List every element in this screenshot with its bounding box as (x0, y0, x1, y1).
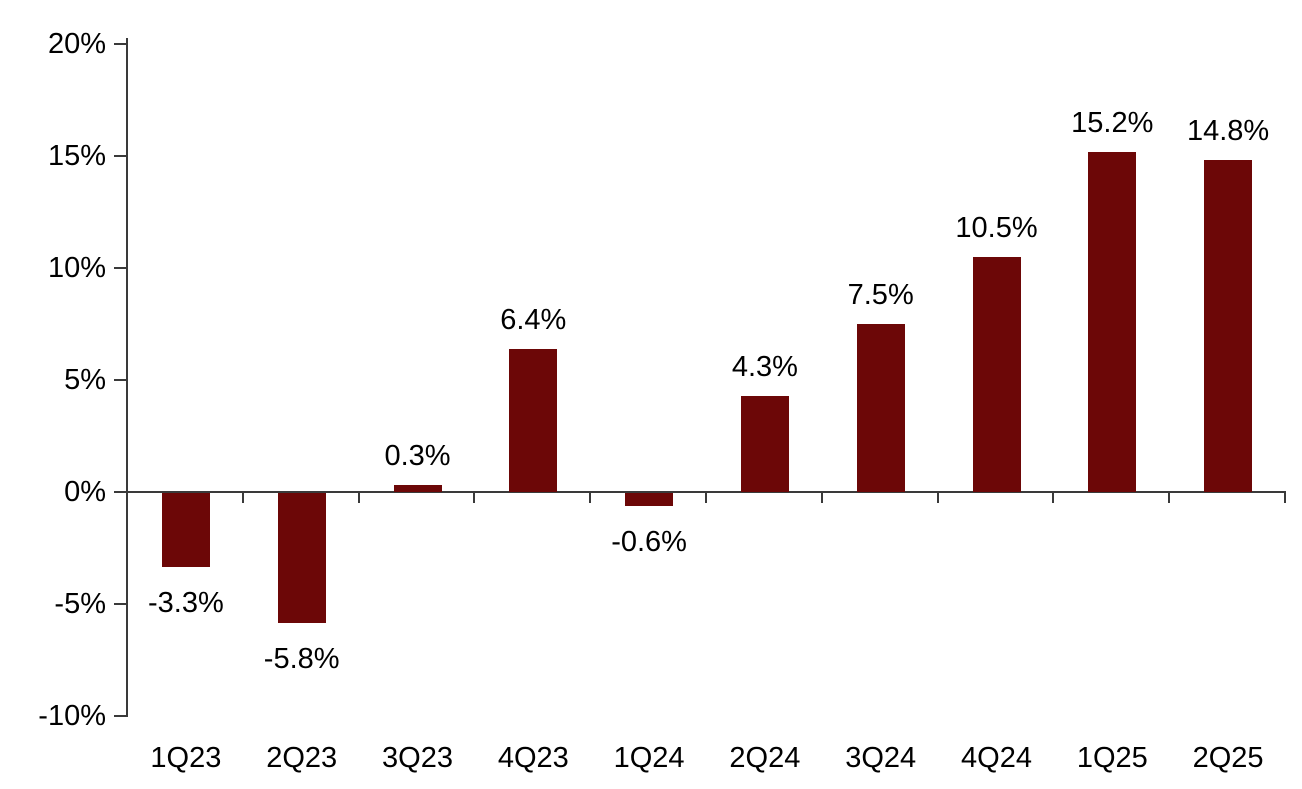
x-axis-label: 1Q25 (1076, 742, 1148, 774)
y-axis-tick (114, 155, 126, 157)
y-axis-tick (114, 715, 126, 717)
bar-3Q24 (856, 324, 905, 492)
y-axis-tick-label: -10% (38, 700, 106, 732)
bar-value-label: -0.6% (611, 526, 687, 559)
bar-value-label: 6.4% (500, 303, 567, 336)
bar-2Q24 (740, 395, 789, 492)
y-axis-tick-label: 0% (64, 476, 106, 508)
x-axis-label: 2Q25 (1192, 742, 1264, 774)
bar-2Q25 (1204, 160, 1253, 492)
bar-value-label: -3.3% (148, 586, 224, 619)
x-axis-tick (1284, 493, 1286, 503)
x-axis-tick (1168, 493, 1171, 503)
y-axis-tick-label: 15% (47, 140, 106, 172)
x-axis-label: 2Q23 (266, 742, 338, 774)
bar-4Q23 (509, 348, 558, 492)
bar-1Q25 (1088, 151, 1137, 492)
y-axis-line (126, 38, 128, 717)
x-axis-tick (820, 493, 823, 503)
y-axis-tick-label: -5% (54, 588, 106, 620)
y-axis-tick (114, 379, 126, 381)
x-axis-tick (589, 493, 592, 503)
y-axis-tick-label: 10% (47, 252, 106, 284)
x-axis-label: 2Q24 (729, 742, 801, 774)
bar-value-label: 10.5% (955, 211, 1038, 244)
x-axis-line (126, 491, 1286, 493)
y-axis-tick (114, 603, 126, 605)
bar-4Q24 (972, 256, 1021, 492)
x-axis-tick (357, 493, 360, 503)
x-axis-label: 3Q23 (382, 742, 453, 774)
bar-value-label: 0.3% (384, 440, 451, 473)
x-axis-label: 3Q24 (845, 742, 917, 774)
bar-value-label: 7.5% (847, 279, 914, 311)
y-axis-tick-label: 20% (47, 28, 106, 60)
x-axis-tick (126, 493, 128, 503)
x-axis-label: 1Q23 (150, 742, 222, 774)
bar-value-label: -5.8% (263, 642, 340, 675)
x-axis-label: 4Q24 (961, 742, 1032, 774)
x-axis-tick (1052, 493, 1055, 503)
bar-1Q24 (625, 493, 674, 507)
x-axis-label: 4Q23 (497, 742, 569, 774)
bar-2Q23 (277, 493, 326, 623)
x-axis-tick (705, 493, 707, 503)
x-axis-tick (473, 493, 476, 503)
bar-1Q23 (161, 493, 210, 567)
y-axis-tick-label: 5% (64, 364, 106, 396)
y-axis-tick (114, 43, 126, 45)
y-axis-tick (114, 267, 126, 269)
y-axis-tick (114, 491, 126, 493)
bar-value-label: 14.8% (1186, 115, 1270, 148)
x-axis-label: 1Q24 (613, 742, 685, 774)
bar-value-label: 4.3% (731, 350, 798, 383)
bar-value-label: 15.2% (1071, 106, 1154, 139)
bar-3Q23 (393, 485, 442, 492)
x-axis-tick (241, 493, 244, 503)
x-axis-tick (936, 493, 939, 503)
